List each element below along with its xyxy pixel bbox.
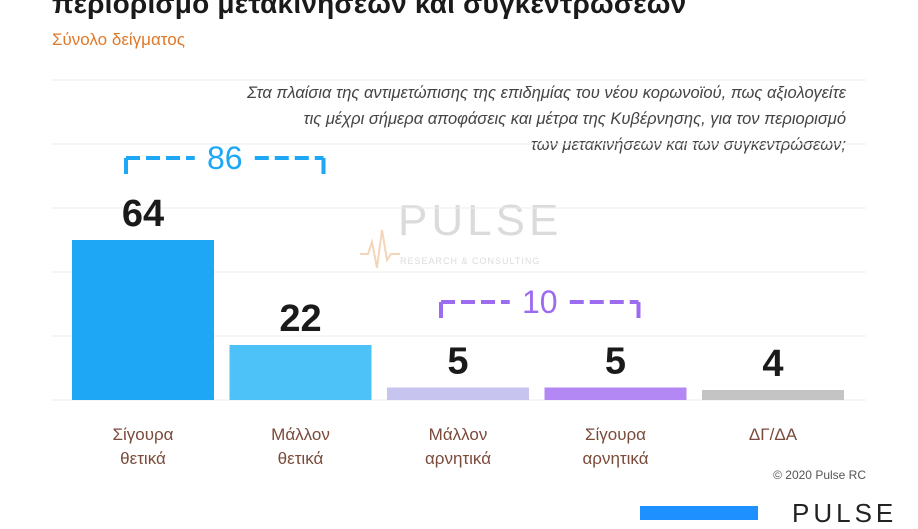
chart-title: περιορισμό μετακινήσεων και συγκεντρώσεω… — [52, 0, 687, 19]
category-label: θετικά — [278, 449, 324, 468]
pulse-heartbeat-icon — [360, 229, 400, 269]
pulse-watermark: PULSE RESEARCH & CONSULTING — [360, 196, 580, 276]
watermark-word: PULSE — [398, 196, 563, 245]
category-label: θετικά — [120, 449, 166, 468]
category-label: αρνητικά — [425, 449, 491, 468]
copyright-notice: © 2020 Pulse RC — [773, 468, 866, 482]
question-line-3: των μετακινήσεων και των συγκεντρώσεων; — [530, 136, 846, 154]
bar-0 — [72, 240, 214, 400]
bracket-total-label: 10 — [522, 284, 558, 320]
category-label: Μάλλον — [429, 425, 488, 444]
survey-question: Στα πλαίσια της αντιμετώπισης της επιδημ… — [86, 80, 846, 158]
bar-2 — [387, 387, 529, 400]
question-line-2: τις μέχρι σήμερα αποφάσεις και μέτρα της… — [303, 110, 846, 128]
bar-value-label: 5 — [605, 341, 626, 383]
category-label: Σίγουρα — [585, 425, 646, 444]
bar-value-label: 5 — [447, 341, 468, 383]
footer-brand-box — [640, 506, 758, 520]
bar-value-label: 22 — [279, 298, 321, 340]
bar-chart: 64 Σίγουρα θετικά 22 Μάλλον θετικά 5 Μάλλον αρνη… — [52, 79, 866, 468]
category-label: Σίγουρα — [112, 425, 173, 444]
bar-3 — [544, 387, 687, 400]
category-label: Μάλλον — [271, 425, 330, 444]
question-line-1: Στα πλαίσια της αντιμετώπισης της επιδημ… — [247, 84, 846, 102]
chart-subtitle: Σύνολο δείγματος — [52, 30, 185, 49]
bar-value-label: 4 — [762, 343, 783, 385]
watermark-subtitle: RESEARCH & CONSULTING — [400, 256, 541, 266]
footer-logo-text: PULSE — [792, 498, 898, 528]
category-label: ΔΓ/ΔΑ — [749, 425, 798, 444]
bracket-total-label: 86 — [207, 140, 243, 176]
bar-value-label: 64 — [122, 193, 164, 235]
category-label: αρνητικά — [582, 449, 648, 468]
bar-1 — [229, 345, 372, 400]
bar-4 — [702, 390, 844, 400]
